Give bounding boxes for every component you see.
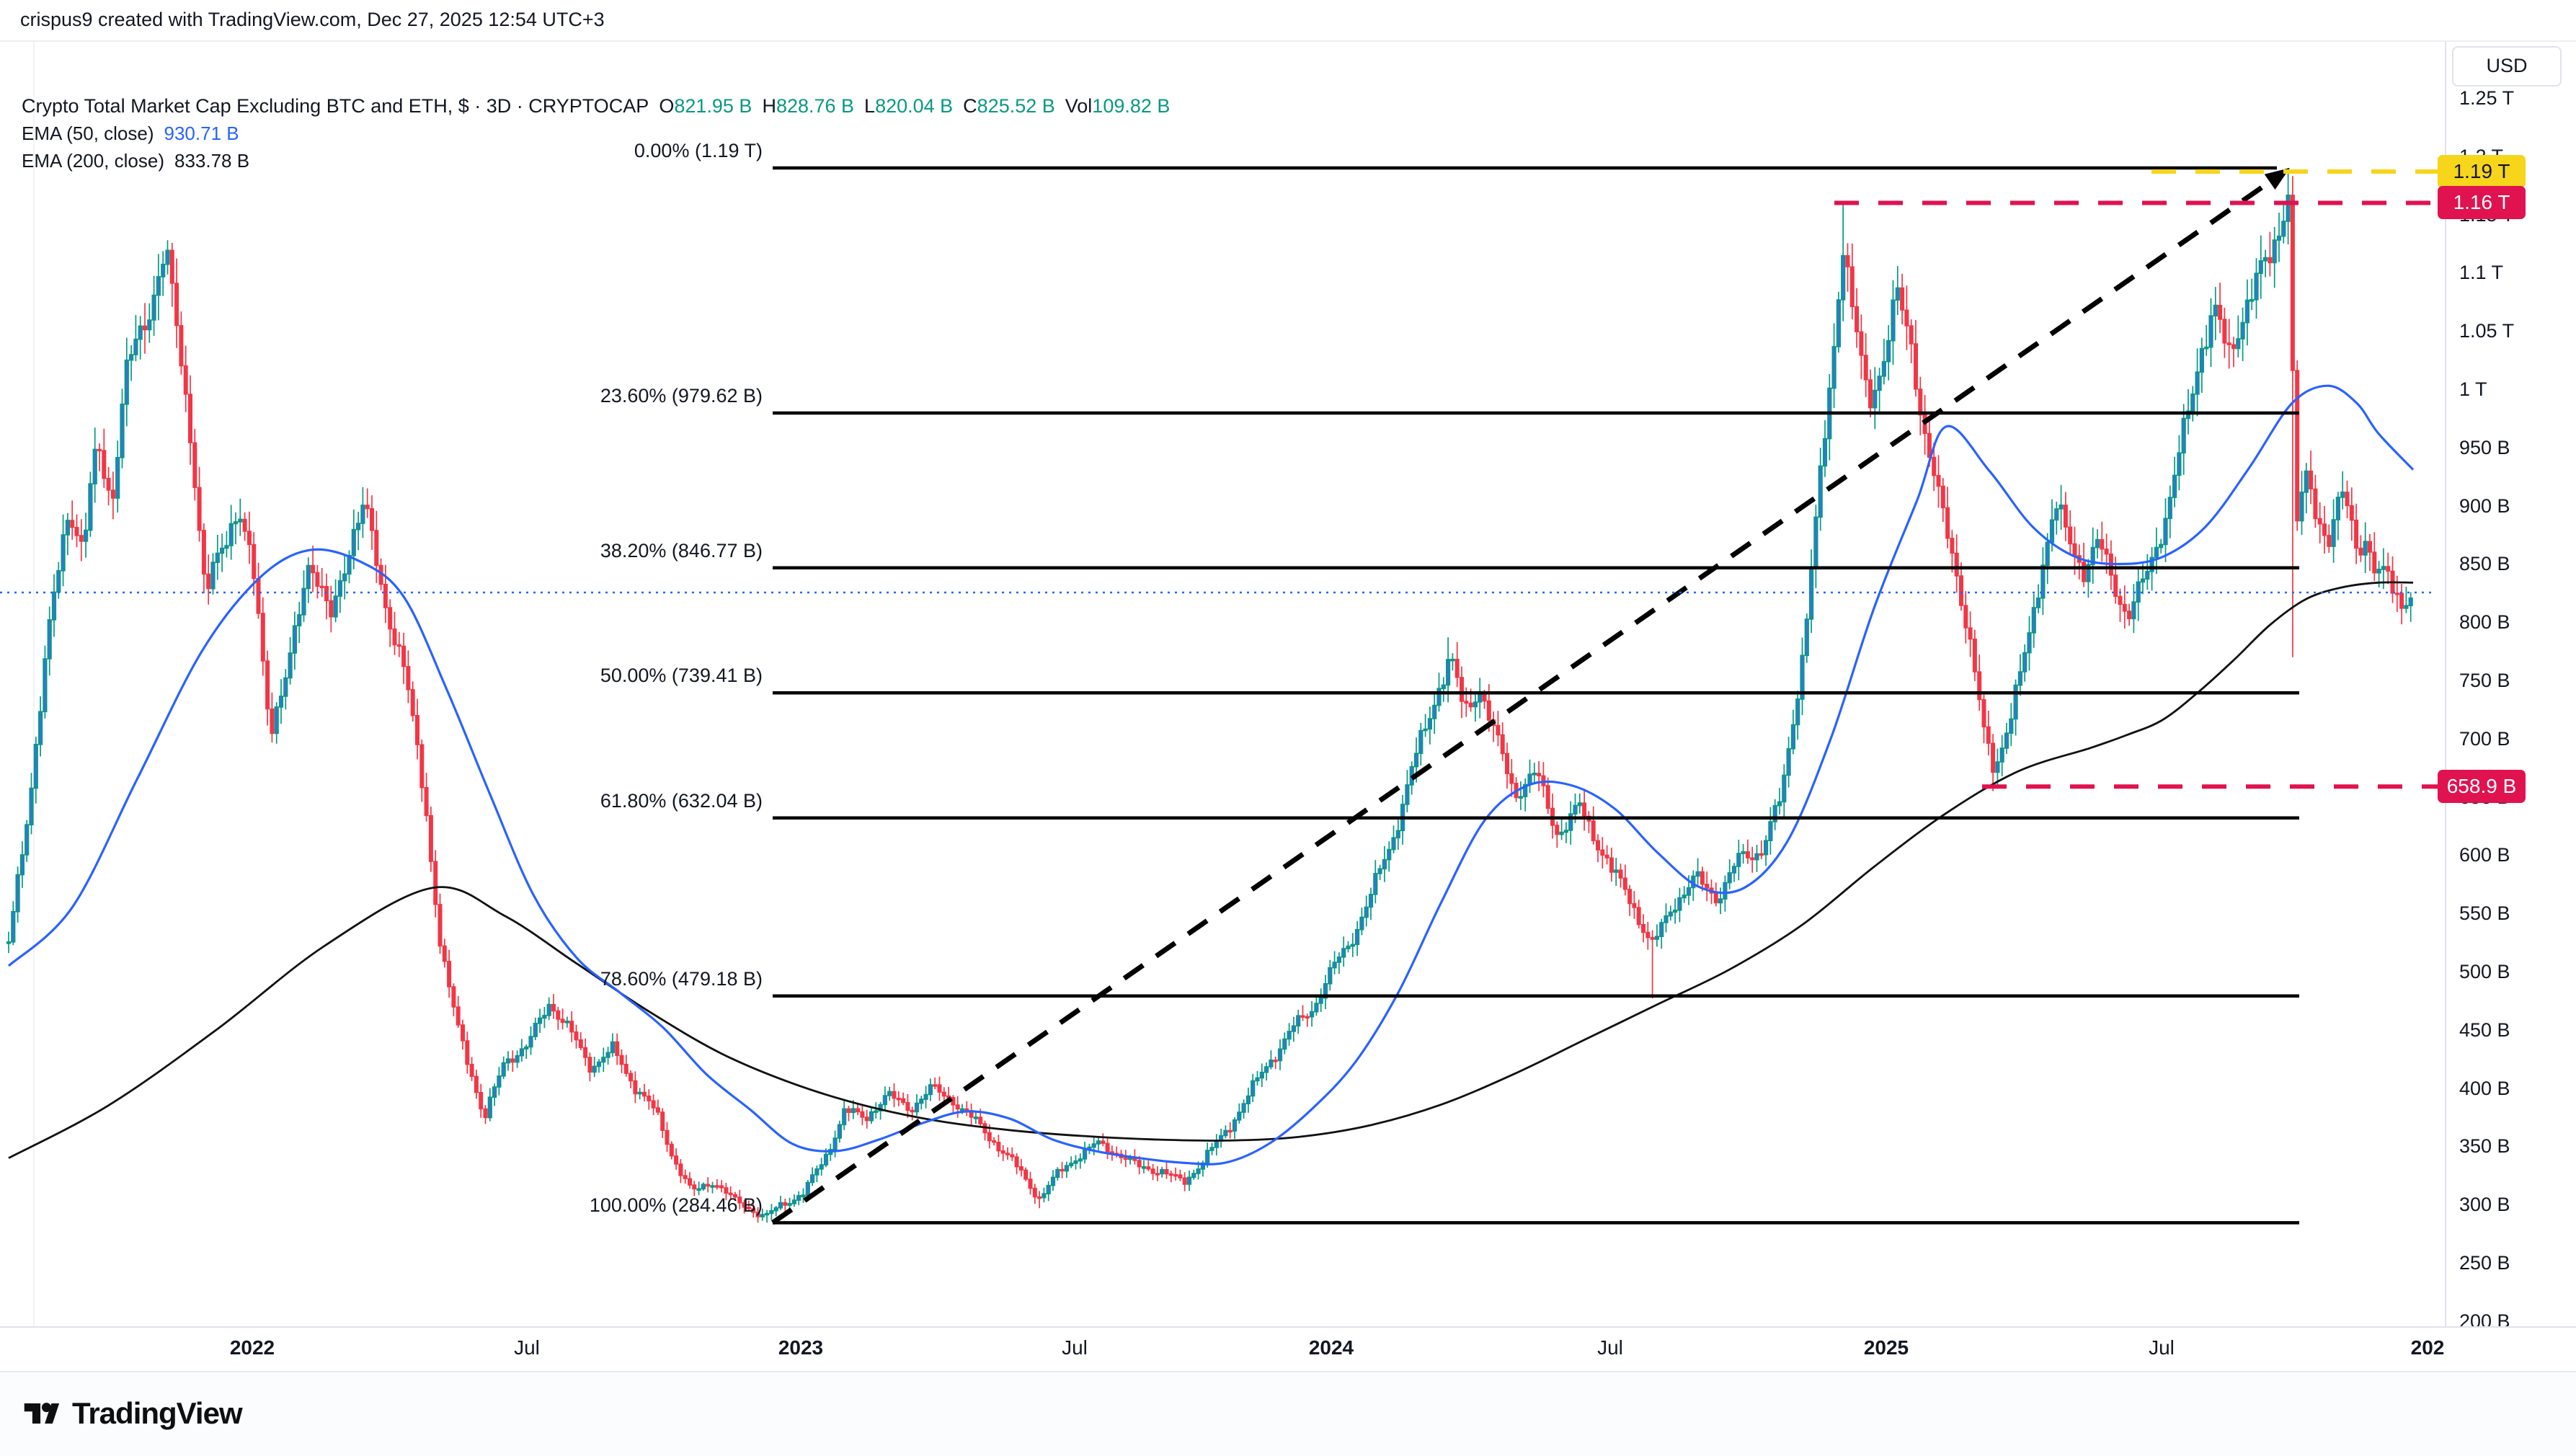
price-tick-label: 1.25 T — [2459, 87, 2515, 110]
time-tick-year: 2024 — [1308, 1336, 1354, 1359]
ohlc-key: O — [659, 95, 675, 117]
ema200-line[interactable] — [8, 581, 2414, 1159]
time-tick-month: Jul — [514, 1336, 540, 1359]
chart-legend: Crypto Total Market Cap Excluding BTC an… — [22, 92, 1170, 174]
chart-canvas[interactable] — [0, 42, 2445, 1326]
price-tick-label: 550 B — [2459, 902, 2510, 925]
price-tick-label: 1.1 T — [2459, 262, 2504, 284]
down-candle-bodies — [70, 195, 2404, 1217]
time-tick-year: 202 — [2410, 1336, 2445, 1359]
price-tick-label: 750 B — [2459, 670, 2510, 692]
currency-button[interactable]: USD — [2452, 46, 2562, 86]
fib-level-label[interactable]: 100.00% (284.46 B) — [589, 1194, 763, 1217]
price-level-badge[interactable]: 1.19 T — [2438, 155, 2526, 188]
price-tick-label: 250 B — [2459, 1252, 2510, 1274]
ohlc-value: 820.04 B — [875, 95, 954, 117]
brand-name: TradingView — [72, 1396, 243, 1430]
ohlc-value: 821.95 B — [674, 95, 752, 117]
time-tick-month: Jul — [1062, 1336, 1088, 1359]
fib-level-label[interactable]: 61.80% (632.04 B) — [600, 789, 763, 812]
ohlc-values: O821.95 B H828.76 B L820.04 B C825.52 B Vol1… — [649, 95, 1170, 117]
fib-retracement-lines[interactable] — [773, 166, 2299, 1225]
ema200-row[interactable]: EMA (200, close) 833.78 B — [22, 147, 1170, 174]
fib-level-label[interactable]: 50.00% (739.41 B) — [600, 665, 763, 687]
time-tick-year: 2025 — [1863, 1336, 1909, 1359]
price-tick-label: 400 B — [2459, 1077, 2510, 1099]
ohlc-key: C — [963, 95, 977, 117]
symbol-title[interactable]: Crypto Total Market Cap Excluding BTC an… — [22, 95, 649, 117]
ohlc-value: 828.76 B — [776, 95, 855, 117]
price-tick-label: 200 B — [2459, 1310, 2510, 1326]
ohlc-key: Vol — [1065, 95, 1093, 117]
time-tick-month: Jul — [1597, 1336, 1623, 1359]
ema200-label: EMA (200, close) — [22, 150, 164, 172]
ema50-line[interactable] — [7, 384, 2415, 1166]
price-tick-label: 700 B — [2459, 727, 2510, 750]
time-tick-year: 2022 — [229, 1336, 275, 1359]
price-level-badge[interactable]: 1.16 T — [2438, 186, 2526, 220]
price-tick-label: 800 B — [2459, 611, 2510, 634]
time-tick-year: 2023 — [778, 1336, 824, 1359]
price-tick-label: 950 B — [2459, 436, 2510, 458]
brand-row[interactable]: TradingView — [22, 1394, 243, 1433]
ohlc-key: H — [762, 95, 776, 117]
footer: TradingView — [0, 1371, 2576, 1456]
time-axis[interactable]: 2022 Jul 2023 Jul 2024 Jul 2025 Jul 202 — [0, 1326, 2576, 1372]
ohlc-value: 109.82 B — [1092, 95, 1171, 117]
fib-level-label[interactable]: 23.60% (979.62 B) — [600, 384, 763, 407]
ohlc-key: L — [864, 95, 876, 117]
ohlc-value: 825.52 B — [977, 95, 1055, 117]
tradingview-logo-icon — [24, 1403, 60, 1424]
price-tick-label: 1.05 T — [2459, 320, 2515, 342]
chart-pane[interactable]: Crypto Total Market Cap Excluding BTC an… — [0, 42, 2445, 1326]
header-divider — [0, 40, 2576, 42]
price-tick-label: 850 B — [2459, 553, 2510, 575]
price-tick-label: 500 B — [2459, 961, 2510, 983]
plot-area[interactable] — [0, 42, 2445, 1326]
price-tick-label: 450 B — [2459, 1018, 2510, 1041]
ema50-label: EMA (50, close) — [22, 123, 154, 144]
attribution-text: crispus9 created with TradingView.com, D… — [20, 9, 605, 30]
symbol-row[interactable]: Crypto Total Market Cap Excluding BTC an… — [22, 92, 1170, 120]
price-level-badge[interactable]: 658.9 B — [2438, 770, 2526, 804]
price-tick-label: 1 T — [2459, 378, 2487, 401]
fib-level-label[interactable]: 78.60% (479.18 B) — [600, 967, 763, 990]
price-tick-label: 900 B — [2459, 494, 2510, 517]
ema50-row[interactable]: EMA (50, close) 930.71 B — [22, 120, 1170, 147]
time-tick-month: Jul — [2149, 1336, 2175, 1359]
fib-level-label[interactable]: 0.00% (1.19 T) — [634, 140, 763, 161]
price-tick-label: 350 B — [2459, 1135, 2510, 1158]
up-candle-bodies — [6, 195, 2413, 1217]
price-tick-label: 600 B — [2459, 844, 2510, 866]
ema200-value: 833.78 B — [174, 150, 250, 172]
trendline-dashed[interactable] — [771, 179, 2272, 1225]
up-candle-wicks — [8, 168, 2412, 1223]
ema50-value: 930.71 B — [164, 123, 239, 144]
price-tick-label: 300 B — [2459, 1194, 2510, 1216]
fib-level-label[interactable]: 38.20% (846.77 B) — [600, 539, 763, 561]
